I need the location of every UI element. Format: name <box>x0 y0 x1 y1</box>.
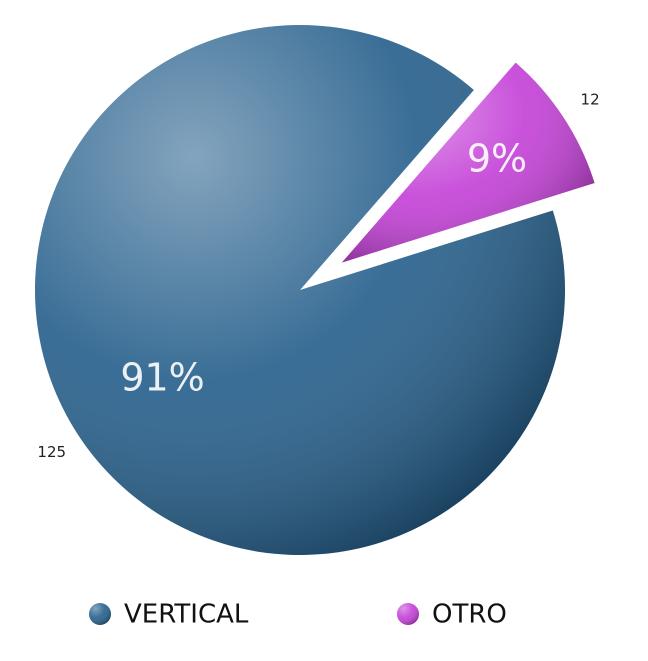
legend-label: VERTICAL <box>124 600 249 630</box>
legend-label: OTRO <box>432 600 507 630</box>
value-label: 125 <box>37 443 66 461</box>
value-label: 12 <box>581 90 600 108</box>
percent-label: 91% <box>120 356 204 400</box>
legend-swatch-shine <box>397 603 419 625</box>
legend-swatch-shine <box>89 603 111 625</box>
percent-label: 9% <box>467 136 527 180</box>
